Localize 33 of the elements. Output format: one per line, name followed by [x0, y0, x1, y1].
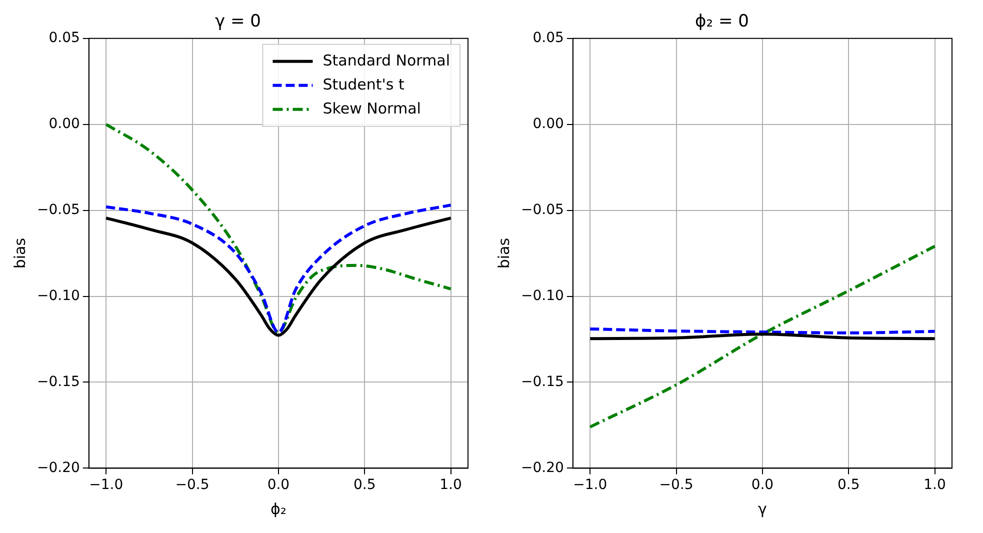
y-tick-label: −0.15	[36, 374, 80, 390]
y-tick-label: 0.00	[532, 116, 564, 132]
legend-label: Skew Normal	[322, 99, 421, 118]
chart-title: γ = 0	[215, 12, 261, 32]
y-tick-label: 0.00	[48, 116, 80, 132]
y-tick-label: −0.20	[520, 460, 564, 476]
x-axis-title: ϕ₂	[270, 500, 286, 518]
line-series	[104, 122, 452, 334]
x-tick-label: −0.5	[175, 477, 210, 494]
chart-title: ϕ₂ = 0	[695, 12, 749, 32]
y-axis-title: bias	[494, 238, 513, 269]
x-tick-label: 0.5	[353, 477, 376, 494]
y-tick-label: −0.10	[520, 288, 564, 304]
x-tick-label: 0.0	[751, 477, 774, 494]
y-tick-label: −0.05	[36, 202, 80, 218]
y-tick-label: −0.05	[520, 202, 564, 218]
y-axis-title: bias	[10, 238, 29, 269]
x-tick-label: 1.0	[924, 477, 946, 494]
y-tick-label: 0.05	[48, 30, 80, 46]
x-tick-label: −0.5	[659, 477, 694, 494]
x-tick-label: −1.0	[89, 477, 124, 494]
y-tick-label: −0.15	[520, 374, 564, 390]
y-tick-label: −0.10	[36, 288, 80, 304]
x-tick-label: 0.0	[267, 477, 290, 494]
y-tick-label: 0.05	[532, 30, 564, 46]
legend-label: Student's t	[322, 75, 404, 94]
legend-label: Standard Normal	[322, 51, 450, 70]
y-tick-label: −0.20	[36, 460, 80, 476]
x-tick-label: 1.0	[440, 477, 462, 494]
x-tick-label: −1.0	[573, 477, 608, 494]
x-tick-label: 0.5	[837, 477, 860, 494]
x-axis-title: γ	[758, 500, 768, 518]
line-series	[588, 244, 936, 428]
